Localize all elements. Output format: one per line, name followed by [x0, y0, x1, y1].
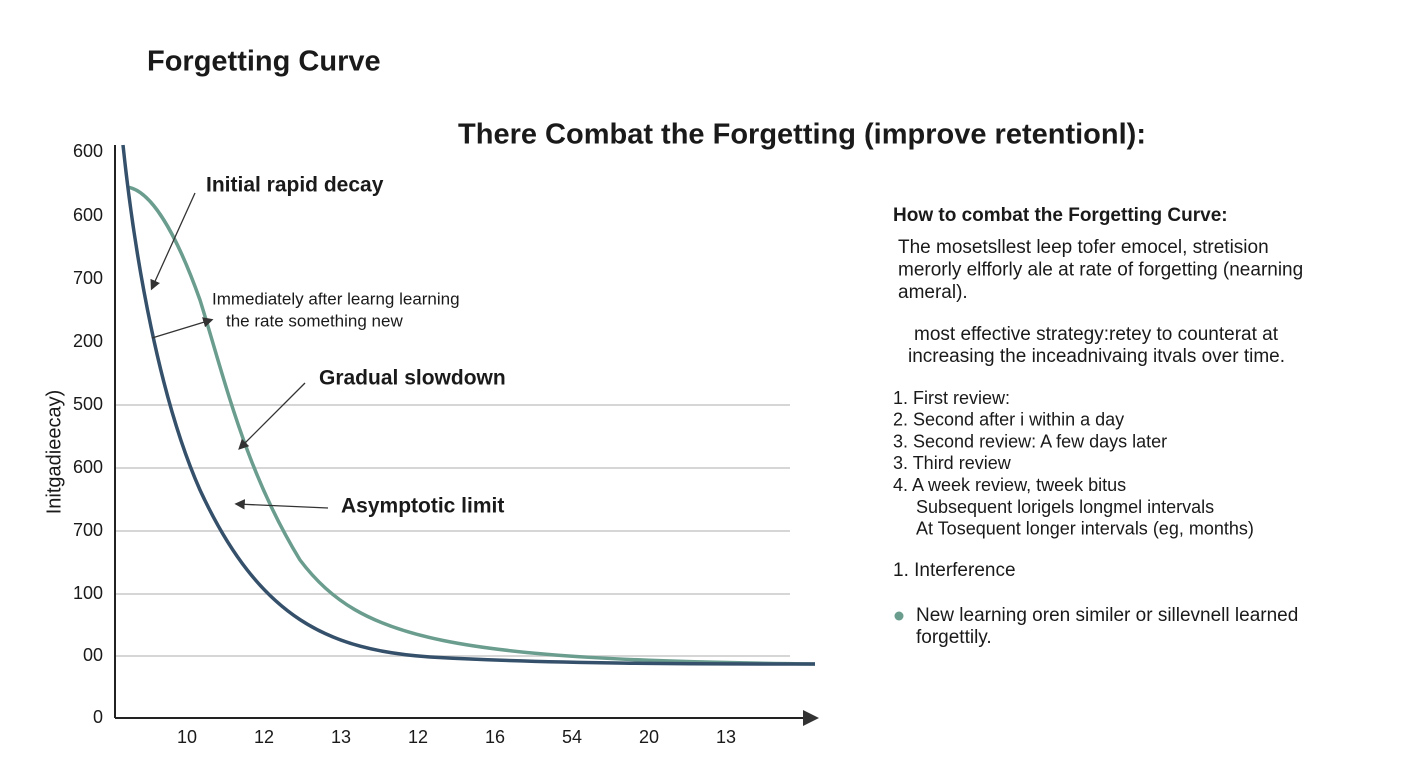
list-item: 1. First review:: [893, 388, 1010, 408]
annotation: Asymptotic limit: [341, 495, 504, 518]
x-tick-label: 20: [639, 727, 659, 747]
list-item: 4. A week review, tweek bitus: [893, 475, 1126, 495]
x-tick-label: 13: [716, 727, 736, 747]
bullet-line: New learning oren similer or sillevnell …: [916, 605, 1298, 626]
y-tick-label: 700: [73, 268, 103, 288]
x-tick-label: 13: [331, 727, 351, 747]
annotation: Initial rapid decay: [206, 174, 384, 197]
list-item: 3. Third review: [893, 453, 1012, 473]
x-tick-label: 12: [408, 727, 428, 747]
heading: There Combat the Forgetting (improve ret…: [458, 119, 1146, 151]
y-tick-label: 600: [73, 205, 103, 225]
list-item: Subsequent lorigels longmel intervals: [916, 497, 1214, 517]
y-tick-label: 700: [73, 520, 103, 540]
paragraph-line: merorly elfforly ale at rate of forgetti…: [898, 260, 1303, 281]
title: Forgetting Curve: [147, 46, 381, 78]
annotation: the rate something new: [226, 311, 403, 330]
y-tick-label: 100: [73, 583, 103, 603]
list-item: 3. Second review: A few days later: [893, 431, 1167, 451]
annotation: Gradual slowdown: [319, 367, 506, 390]
paragraph-line: increasing the inceadnivaing itvals over…: [908, 346, 1285, 367]
list-item: At Tosequent longer intervals (eg, month…: [916, 519, 1254, 539]
panel-title: How to combat the Forgetting Curve:: [893, 205, 1228, 226]
curve-retention: [126, 185, 816, 666]
x-tick-label: 10: [177, 727, 197, 747]
paragraph-line: ameral).: [898, 282, 968, 303]
y-tick-label: 500: [73, 394, 103, 414]
paragraph-line: The mosetsllest leep tofer emocel, stret…: [898, 237, 1269, 258]
curve-decay: [121, 144, 816, 666]
bullet-dot: [894, 611, 904, 621]
x-tick-label: 54: [562, 727, 582, 747]
y-tick-label: 600: [73, 457, 103, 477]
y-tick-label: 00: [83, 645, 103, 665]
arrows: [150, 192, 329, 510]
section-title: 1. Interference: [893, 560, 1016, 581]
y-tick-label: 600: [73, 141, 103, 161]
annotation: Immediately after learng learning: [212, 289, 460, 308]
list-item: 2. Second after i within a day: [893, 410, 1124, 430]
y-tick-label: 0: [93, 707, 103, 727]
x-tick-label: 12: [254, 727, 274, 747]
y-tick-label: 200: [73, 331, 103, 351]
paragraph-line: most effective strategy:retey to counter…: [914, 324, 1279, 345]
x-tick-label: 16: [485, 727, 505, 747]
bullet-line: forgettily.: [916, 627, 992, 648]
grid: [115, 404, 790, 657]
y-axis-label: Initgadieecay): [43, 390, 65, 515]
